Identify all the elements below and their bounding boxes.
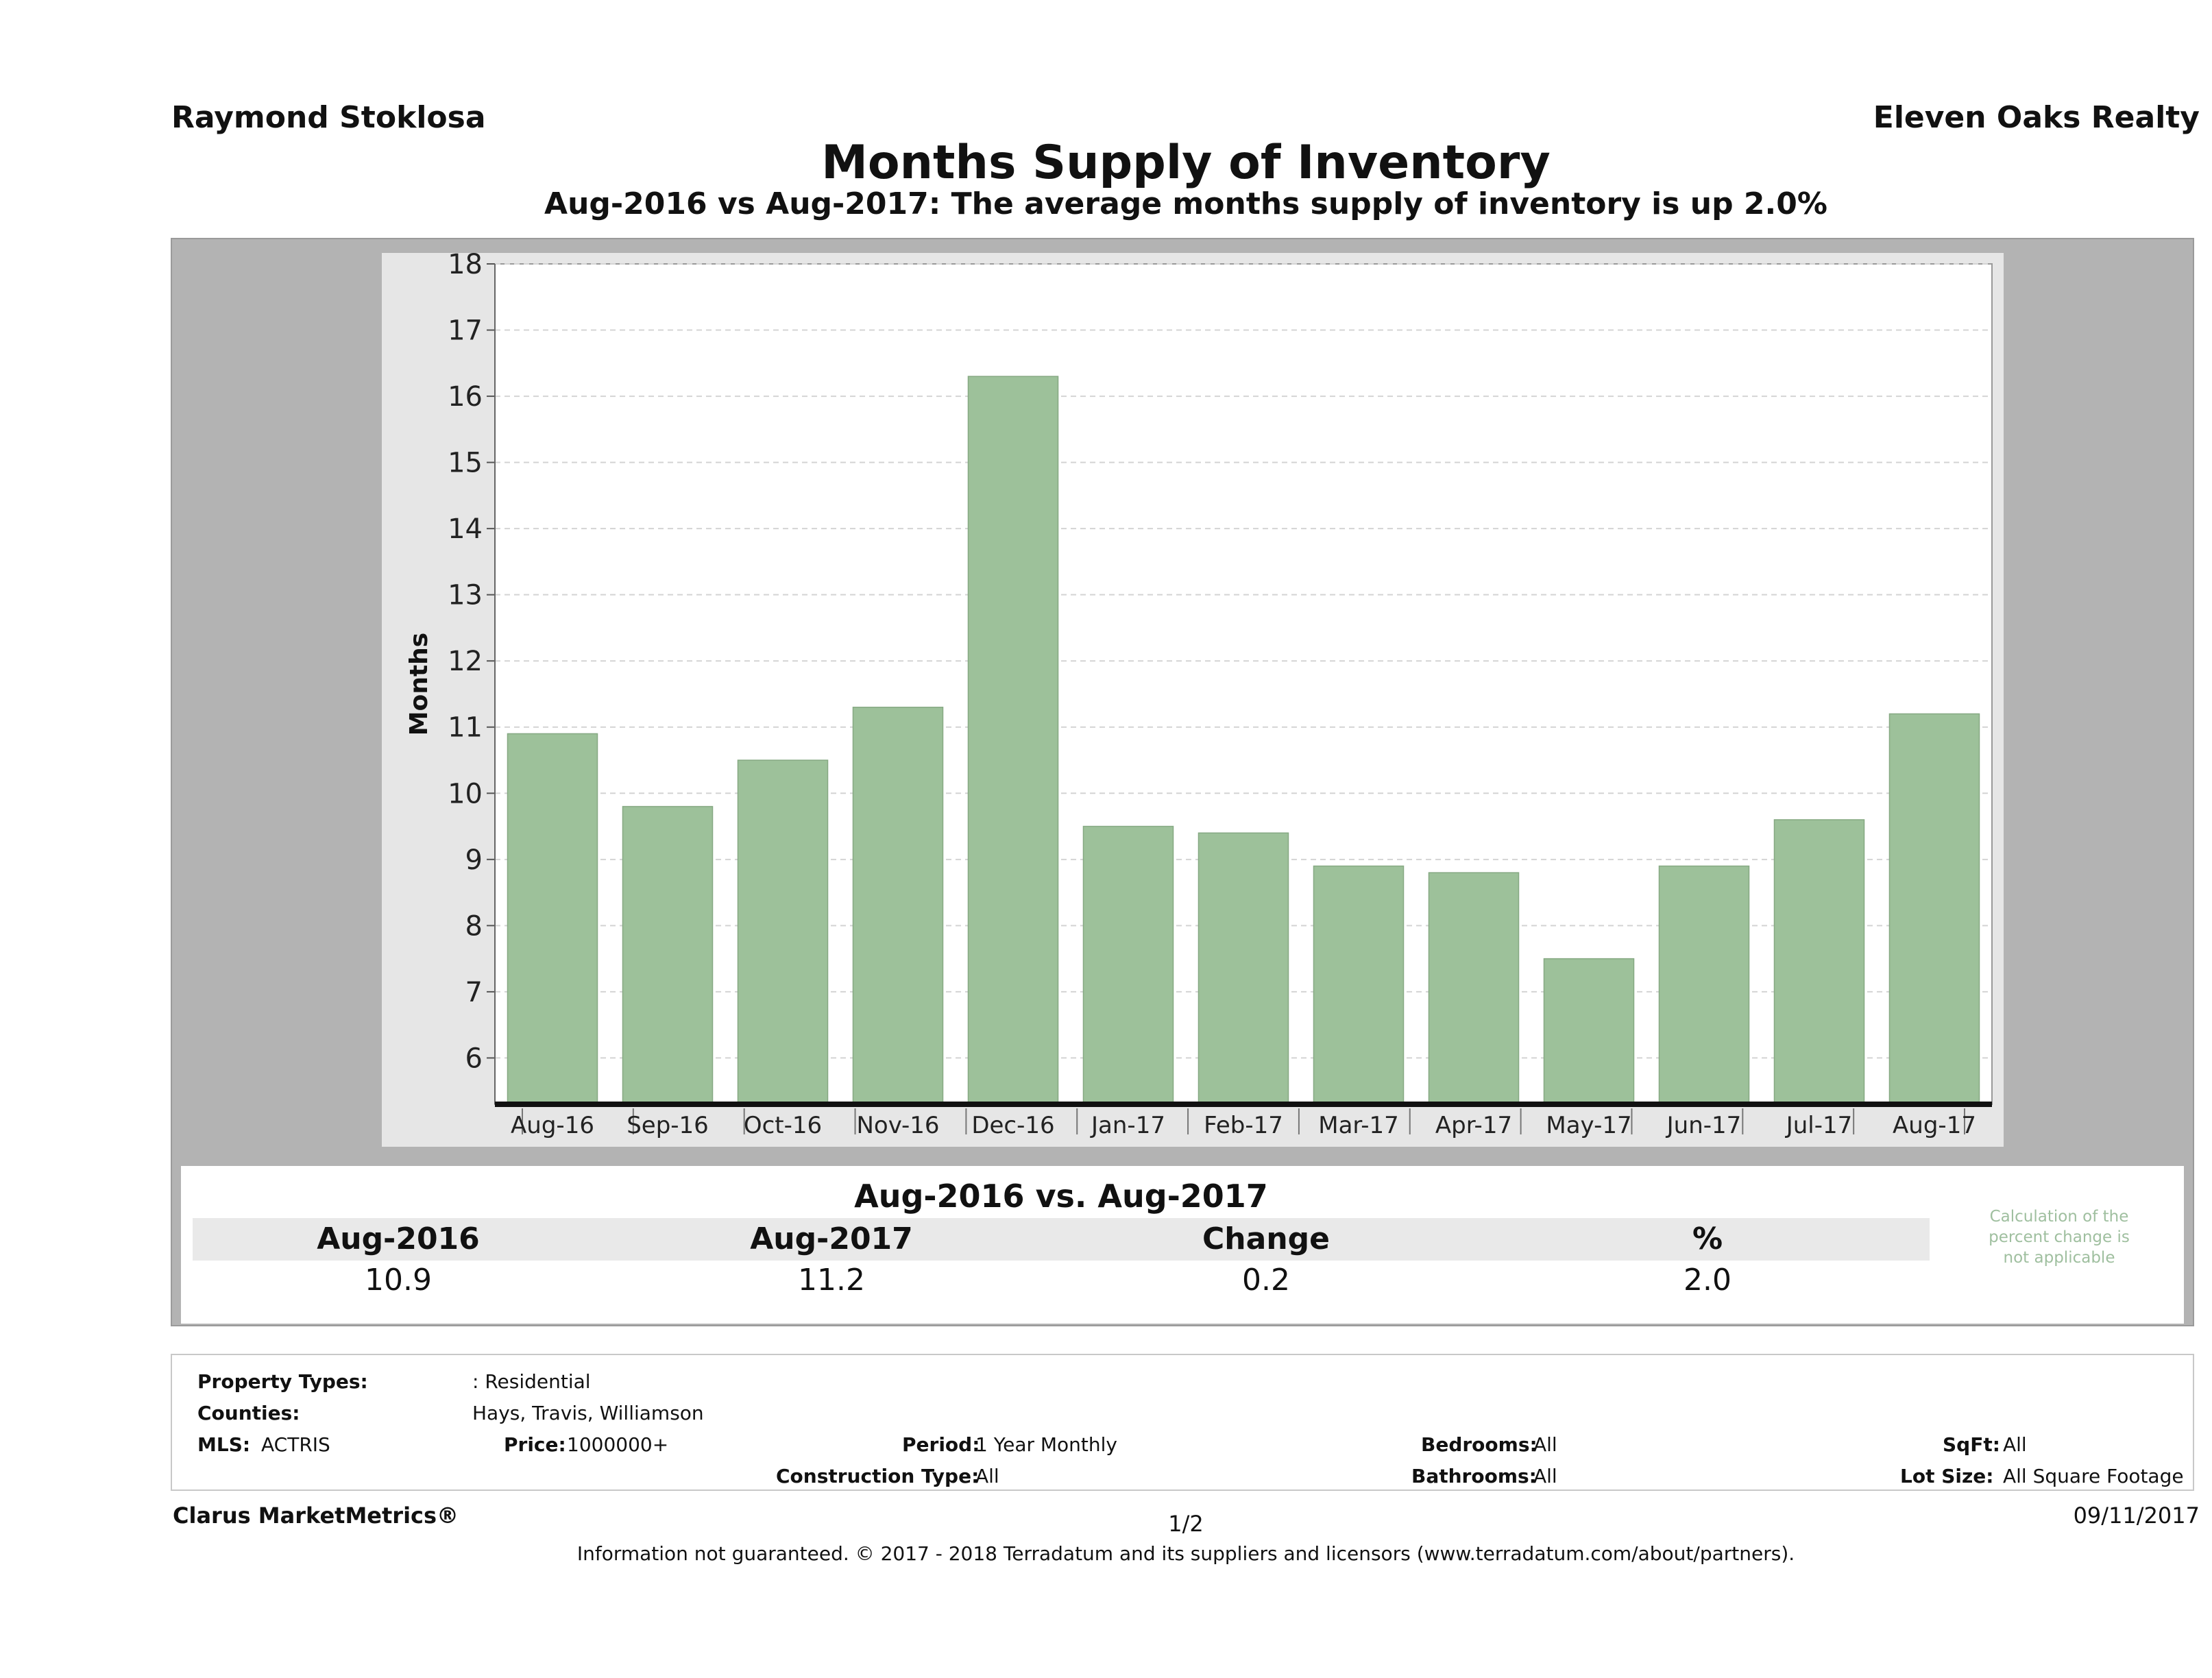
chart-panel: 6 7 8 9 10 11 12 13 14 15 16 17 18 Aug-16 Sep-16 Oct-16… (171, 238, 2194, 1326)
period-value: 1 Year Monthly (975, 1433, 1118, 1456)
summary-value-aug-2016: 10.9 (365, 1263, 432, 1298)
x-tick-label: Aug-17 (1893, 1112, 1976, 1139)
percent-change-note-text: Calculation of the percent change is not… (1989, 1208, 2130, 1267)
bars (507, 376, 1980, 1105)
x-tick-label: Mar-17 (1318, 1112, 1399, 1139)
bar (1888, 713, 1980, 1105)
x-tick-label: May-17 (1546, 1112, 1631, 1139)
chart-subtitle: Aug-2016 vs Aug-2017: The average months… (544, 186, 1827, 221)
company-name: Eleven Oaks Realty (1873, 100, 2200, 135)
y-tick-label: 16 (448, 381, 483, 413)
axes: 6 7 8 9 10 11 12 13 14 15 16 17 18 Aug-16 Sep-16 Oct-16… (448, 249, 1992, 1139)
price-label: Price: (504, 1433, 566, 1456)
y-tick-label: 8 (465, 910, 483, 942)
x-tick-label: Jun-17 (1666, 1112, 1742, 1139)
y-tick-label: 15 (448, 448, 483, 479)
y-tick-label: 11 (448, 712, 483, 744)
bar (1082, 825, 1174, 1105)
x-tick-label: Nov-16 (857, 1112, 940, 1139)
bar (1543, 958, 1635, 1105)
y-tick-label: 9 (465, 844, 483, 876)
property-types-label: Property Types: (197, 1370, 368, 1393)
summary-header-percent: % (1692, 1221, 1723, 1256)
mls-label: MLS: (197, 1433, 251, 1456)
page-number: 1/2 (1168, 1511, 1204, 1537)
mls-value: ACTRIS (261, 1433, 330, 1456)
counties-value: Hays, Travis, Williamson (472, 1402, 704, 1424)
y-axis-label: Months (405, 633, 433, 735)
y-tick-label: 10 (448, 778, 483, 810)
y-tick-label: 14 (448, 513, 483, 545)
x-tick-label: Oct-16 (744, 1112, 822, 1139)
y-tick-label: 6 (465, 1043, 483, 1074)
agent-name: Raymond Stoklosa (171, 100, 486, 135)
sqft-value: All (2003, 1433, 2027, 1456)
bar (1198, 832, 1289, 1105)
summary-header-aug-2016: Aug-2016 (317, 1221, 480, 1256)
bar (1773, 819, 1865, 1105)
summary-header-aug-2017: Aug-2017 (750, 1221, 913, 1256)
summary-value-aug-2017: 11.2 (798, 1263, 865, 1298)
lot-size-value: All Square Footage (2003, 1465, 2184, 1487)
sqft-label: SqFt: (1943, 1433, 2000, 1456)
x-tick-label: Dec-16 (971, 1112, 1054, 1139)
construction-type-value: All (975, 1465, 999, 1487)
summary-value-row: 10.9 11.2 0.2 2.0 (193, 1261, 1930, 1300)
counties-label: Counties: (197, 1402, 300, 1424)
summary-header-change: Change (1202, 1221, 1330, 1256)
y-tick-label: 13 (448, 580, 483, 611)
filter-criteria: Property Types: : Residential Counties: … (171, 1354, 2194, 1491)
x-tick-label: Aug-16 (511, 1112, 594, 1139)
x-tick-label: Apr-17 (1435, 1112, 1512, 1139)
bar (1313, 865, 1405, 1105)
report-date: 09/11/2017 (2073, 1503, 2200, 1529)
x-tick-label: Jul-17 (1785, 1112, 1853, 1139)
x-tick-label: Feb-17 (1204, 1112, 1283, 1139)
bedrooms-label: Bedrooms: (1421, 1433, 1538, 1456)
summary-title: Aug-2016 vs. Aug-2017 (193, 1174, 1930, 1218)
property-types-value: : Residential (472, 1370, 591, 1393)
disclaimer: Information not guaranteed. © 2017 - 201… (576, 1542, 1795, 1565)
y-tick-label: 18 (448, 249, 483, 280)
bar (1428, 872, 1520, 1105)
bar (737, 759, 829, 1105)
bedrooms-value: All (1533, 1433, 1557, 1456)
bar (967, 376, 1059, 1105)
bar-chart: 6 7 8 9 10 11 12 13 14 15 16 17 18 Aug-16 Sep-16 Oct-16… (382, 249, 2004, 1147)
y-tick-label: 17 (448, 315, 483, 347)
y-tick-label: 12 (448, 646, 483, 677)
summary-header-row: Aug-2016 Aug-2017 Change % (193, 1218, 1930, 1261)
x-tick-label: Jan-17 (1090, 1112, 1165, 1139)
price-value: 1000000+ (567, 1433, 669, 1456)
x-tick-label: Sep-16 (627, 1112, 709, 1139)
bathrooms-label: Bathrooms: (1411, 1465, 1537, 1487)
lot-size-label: Lot Size: (1900, 1465, 1994, 1487)
percent-change-note: Calculation of the percent change is not… (1968, 1173, 2150, 1302)
bathrooms-value: All (1533, 1465, 1557, 1487)
bar (622, 805, 714, 1105)
summary-value-percent: 2.0 (1684, 1263, 1731, 1298)
bar (852, 707, 944, 1105)
bar (1658, 865, 1750, 1105)
bar (507, 733, 598, 1105)
y-tick-label: 7 (465, 977, 483, 1008)
summary-value-change: 0.2 (1242, 1263, 1290, 1298)
period-label: Period: (902, 1433, 980, 1456)
summary-table: Aug-2016 vs. Aug-2017 Aug-2016 Aug-2017 … (181, 1166, 2184, 1324)
construction-type-label: Construction Type: (776, 1465, 980, 1487)
chart-title: Months Supply of Inventory (821, 136, 1551, 190)
footer-brand: Clarus MarketMetrics® (173, 1503, 459, 1529)
